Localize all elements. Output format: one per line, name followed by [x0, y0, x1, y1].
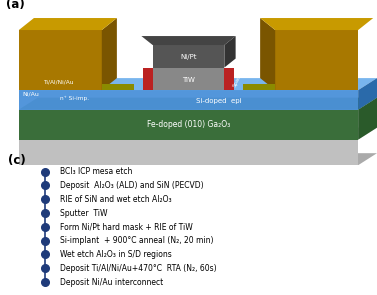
Text: (a): (a) — [6, 0, 25, 11]
Text: Spacer: Spacer — [232, 69, 244, 88]
Text: Ti/Al/Ni/Au: Ti/Al/Ni/Au — [43, 79, 74, 84]
FancyBboxPatch shape — [19, 110, 358, 140]
Text: Drain: Drain — [303, 7, 331, 17]
Text: BCl₃ ICP mesa etch: BCl₃ ICP mesa etch — [60, 167, 133, 176]
FancyBboxPatch shape — [275, 30, 358, 90]
Text: Fe-doped (010) Ga₂O₃: Fe-doped (010) Ga₂O₃ — [147, 120, 230, 129]
Text: Si-doped  epi: Si-doped epi — [196, 98, 242, 104]
FancyBboxPatch shape — [19, 140, 358, 165]
FancyBboxPatch shape — [153, 45, 224, 68]
Polygon shape — [358, 98, 377, 140]
Text: Deposit Ti/Al/Ni/Au+470°C  RTA (N₂, 60s): Deposit Ti/Al/Ni/Au+470°C RTA (N₂, 60s) — [60, 264, 217, 273]
FancyBboxPatch shape — [19, 30, 102, 90]
Text: RIE of SiN and wet etch Al₂O₃: RIE of SiN and wet etch Al₂O₃ — [60, 195, 172, 204]
Text: Si-implant  + 900°C anneal (N₂, 20 min): Si-implant + 900°C anneal (N₂, 20 min) — [60, 236, 214, 245]
Text: (c): (c) — [8, 154, 25, 167]
Text: Sputter  TiW: Sputter TiW — [60, 209, 108, 218]
Polygon shape — [19, 78, 377, 90]
Polygon shape — [260, 18, 373, 30]
FancyBboxPatch shape — [19, 90, 358, 110]
FancyBboxPatch shape — [102, 83, 134, 90]
Text: Form Ni/Pt hard mask + RIE of TiW: Form Ni/Pt hard mask + RIE of TiW — [60, 222, 193, 231]
Polygon shape — [19, 18, 117, 30]
Text: Source: Source — [43, 7, 78, 17]
Polygon shape — [224, 36, 236, 68]
FancyBboxPatch shape — [224, 68, 234, 90]
Text: n⁺ Si-imp.: n⁺ Si-imp. — [60, 96, 89, 101]
Text: Deposit Ni/Au interconnect: Deposit Ni/Au interconnect — [60, 278, 164, 286]
Text: Ni/Pt: Ni/Pt — [180, 54, 197, 60]
FancyBboxPatch shape — [153, 68, 224, 90]
Polygon shape — [141, 36, 236, 45]
Polygon shape — [19, 98, 377, 110]
Text: Gate: Gate — [176, 26, 201, 35]
Text: Ni/Au: Ni/Au — [23, 91, 40, 96]
FancyBboxPatch shape — [143, 68, 153, 90]
Text: Wet etch Al₂O₃ in S/D regions: Wet etch Al₂O₃ in S/D regions — [60, 250, 172, 259]
FancyBboxPatch shape — [243, 83, 275, 90]
Text: Deposit  Al₂O₃ (ALD) and SiN (PECVD): Deposit Al₂O₃ (ALD) and SiN (PECVD) — [60, 181, 204, 190]
Text: TiW: TiW — [182, 77, 195, 83]
Polygon shape — [19, 128, 377, 140]
Polygon shape — [102, 18, 117, 90]
Polygon shape — [19, 153, 377, 165]
Polygon shape — [260, 18, 275, 90]
Polygon shape — [358, 78, 377, 110]
